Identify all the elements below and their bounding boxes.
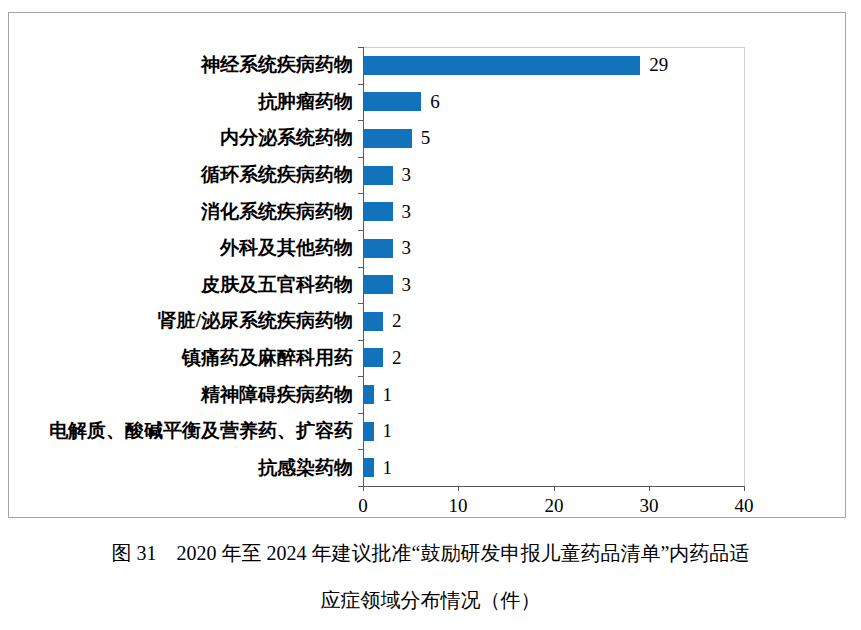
- y-axis-tick: [358, 193, 363, 194]
- x-axis-tick: [649, 486, 650, 491]
- value-label: 2: [392, 308, 402, 334]
- y-axis-tick: [358, 84, 363, 85]
- x-axis-tick: [458, 486, 459, 491]
- plot-area: [363, 47, 745, 487]
- category-label: 神经系统疾病药物: [201, 52, 353, 78]
- value-label: 5: [421, 125, 431, 151]
- category-label: 皮肤及五官科药物: [201, 272, 353, 298]
- bar: [364, 202, 393, 221]
- y-axis-tick: [358, 340, 363, 341]
- category-label: 肾脏/泌尿系统疾病药物: [158, 308, 353, 334]
- y-axis-tick: [358, 230, 363, 231]
- x-axis-tick: [554, 486, 555, 491]
- bar: [364, 129, 412, 148]
- x-axis-label: 20: [534, 495, 574, 517]
- y-axis-tick: [358, 157, 363, 158]
- x-axis-label: 40: [724, 495, 764, 517]
- value-label: 3: [402, 162, 412, 188]
- x-axis-label: 10: [438, 495, 478, 517]
- bar: [364, 348, 383, 367]
- value-label: 3: [402, 272, 412, 298]
- y-axis-tick: [358, 120, 363, 121]
- bar: [364, 92, 421, 111]
- y-axis-tick: [358, 376, 363, 377]
- category-label: 消化系统疾病药物: [201, 199, 353, 225]
- bar: [364, 239, 393, 258]
- category-label: 内分泌系统药物: [220, 125, 353, 151]
- value-label: 29: [649, 52, 668, 78]
- figure-caption-line2: 应症领域分布情况（件）: [0, 587, 861, 613]
- category-label: 镇痛药及麻醉科用药: [182, 345, 353, 371]
- bar: [364, 458, 374, 477]
- bar: [364, 56, 640, 75]
- y-axis-tick: [358, 413, 363, 414]
- value-label: 3: [402, 235, 412, 261]
- value-label: 1: [383, 455, 393, 481]
- figure-caption-line1: 图 31 2020 年至 2024 年建议批准“鼓励研发申报儿童药品清单”内药品…: [0, 540, 861, 566]
- y-axis-tick: [358, 449, 363, 450]
- bar: [364, 166, 393, 185]
- bar: [364, 385, 374, 404]
- value-label: 6: [430, 89, 440, 115]
- chart-figure: 神经系统疾病药物 29 抗肿瘤药物 6 内分泌系统药物 5 循环系统疾病药物 3 消化系统疾病药…: [8, 12, 846, 518]
- x-axis-tick: [744, 486, 745, 491]
- y-axis-tick: [358, 267, 363, 268]
- bar: [364, 312, 383, 331]
- bar: [364, 275, 393, 294]
- x-axis-label: 0: [343, 495, 383, 517]
- category-label: 外科及其他药物: [220, 235, 353, 261]
- value-label: 3: [402, 199, 412, 225]
- y-axis-tick: [358, 47, 363, 48]
- category-label: 电解质、酸碱平衡及营养药、扩容药: [49, 418, 353, 444]
- category-label: 循环系统疾病药物: [201, 162, 353, 188]
- x-axis-label: 30: [629, 495, 669, 517]
- x-axis-tick: [363, 486, 364, 491]
- value-label: 1: [383, 418, 393, 444]
- value-label: 2: [392, 345, 402, 371]
- category-label: 抗感染药物: [258, 455, 353, 481]
- y-axis-tick: [358, 303, 363, 304]
- category-label: 精神障碍疾病药物: [201, 382, 353, 408]
- value-label: 1: [383, 382, 393, 408]
- bar: [364, 422, 374, 441]
- category-label: 抗肿瘤药物: [258, 89, 353, 115]
